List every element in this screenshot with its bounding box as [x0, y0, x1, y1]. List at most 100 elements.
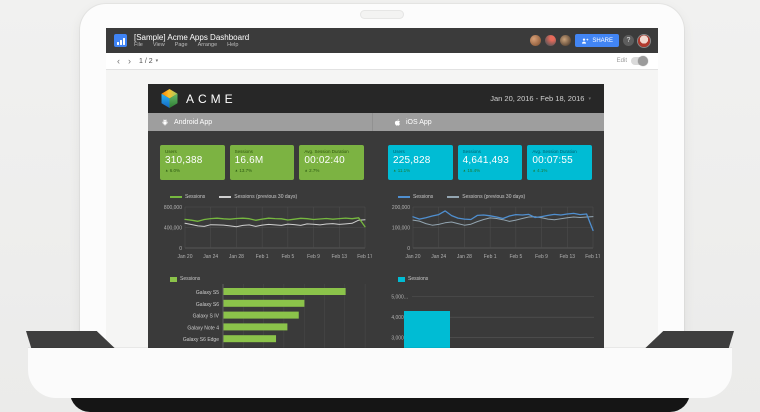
scorecard-ios-avg-session: Avg. Session Duration 00:07:55 ▲ 4.1% [527, 145, 593, 180]
scorecard-delta: ▲ 11.1% [393, 168, 411, 173]
ios-sessions-line-chart: 200,000 100,000 0 Jan 20 Jan 24 Jan 28 Feb 1 Fe… [392, 205, 600, 260]
ios-app-header: iOS App [372, 113, 604, 131]
laptop-screen: [Sample] Acme Apps Dashboard File View P… [106, 28, 658, 352]
arrow-up-icon: ▲ [532, 168, 536, 173]
legend-item: Sessions (previous 30 days) [447, 194, 525, 200]
scorecard-value: 4,641,493 [462, 155, 509, 166]
android-app-header: Android App [148, 113, 372, 131]
legend-swatch [398, 276, 405, 282]
android-column: Users 310,388 ▲ 6.0% Sessions 16.6M ▲ 13… [160, 145, 372, 352]
android-line-legend: Sessions Sessions (previous 30 days) [170, 194, 364, 200]
legend-label: Sessions [185, 194, 206, 200]
scorecard-label: Avg. Session Duration [532, 149, 577, 154]
svg-text:800,000: 800,000 [164, 205, 182, 211]
title-block: [Sample] Acme Apps Dashboard File View P… [134, 33, 523, 49]
svg-text:Galaxy S IV: Galaxy S IV [193, 314, 220, 320]
scorecard-label: Sessions [462, 149, 481, 154]
edit-label: Edit [616, 58, 627, 64]
scorecard-value: 00:07:55 [532, 155, 573, 166]
svg-text:Feb 17: Feb 17 [585, 254, 600, 260]
svg-text:0: 0 [407, 246, 410, 252]
svg-text:400,000: 400,000 [164, 226, 182, 232]
android-robot-icon [162, 118, 168, 125]
app-top-bar: [Sample] Acme Apps Dashboard File View P… [106, 28, 658, 53]
scorecard-android-sessions: Sessions 16.6M ▲ 13.7% [229, 145, 295, 180]
acme-cube-icon [161, 89, 178, 108]
menu-bar: File View Page Arrange Help [134, 42, 523, 49]
scorecard-delta: ▲ 4.1% [532, 168, 548, 173]
android-bar-legend: Sessions [170, 276, 364, 282]
svg-text:Feb 13: Feb 13 [559, 254, 575, 260]
svg-text:Feb 1: Feb 1 [484, 254, 497, 260]
app-section-row: Android App iOS App [148, 113, 604, 131]
scorecard-ios-users: Users 225,828 ▲ 11.1% [388, 145, 453, 180]
svg-text:Feb 9: Feb 9 [535, 254, 548, 260]
ios-app-label: iOS App [406, 118, 432, 126]
share-label: SHARE [592, 37, 613, 44]
data-studio-bar-chart-icon[interactable] [114, 34, 127, 47]
document-title: [Sample] Acme Apps Dashboard [134, 32, 250, 42]
collaborator-avatar[interactable] [530, 35, 542, 46]
caret-down-icon[interactable]: ▾ [155, 58, 159, 64]
arrow-up-icon: ▲ [462, 168, 467, 173]
scorecard-delta: ▲ 2.7% [304, 168, 320, 173]
legend-label: Sessions (previous 30 days) [234, 194, 298, 200]
edit-toggle[interactable] [631, 56, 648, 66]
ios-line-legend: Sessions Sessions (previous 30 days) [398, 194, 592, 200]
scorecard-value: 225,828 [393, 155, 431, 166]
profile-avatar[interactable] [638, 34, 650, 47]
scorecard-delta: ▲ 13.7% [234, 168, 253, 173]
legend-label: Sessions (previous 30 days) [462, 194, 526, 200]
svg-text:Feb 9: Feb 9 [307, 254, 320, 260]
scorecard-value: 00:02:40 [304, 155, 345, 166]
date-range-selector[interactable]: Jan 20, 2016 - Feb 18, 2016 ▾ [490, 94, 591, 103]
svg-text:Galaxy S6 Edge: Galaxy S6 Edge [183, 337, 219, 343]
ios-sessions-bar-chart: 5,000... 4,000... 3,000... [391, 295, 594, 352]
menu-item-help[interactable]: Help [227, 41, 239, 48]
legend-swatch [219, 196, 232, 198]
legend-label: Sessions [413, 194, 434, 200]
svg-text:Jan 24: Jan 24 [431, 254, 446, 260]
svg-text:Galaxy S6: Galaxy S6 [196, 302, 219, 308]
legend-item: Sessions [398, 276, 428, 282]
collaborator-avatar[interactable] [560, 35, 572, 46]
legend-label: Sessions [408, 276, 429, 282]
android-scorecards: Users 310,388 ▲ 6.0% Sessions 16.6M ▲ 13… [160, 145, 365, 180]
scorecard-delta: ▲ 6.0% [165, 168, 180, 173]
svg-text:Jan 24: Jan 24 [203, 254, 218, 260]
question-mark-icon: ? [626, 37, 631, 44]
collaborator-avatar[interactable] [545, 35, 557, 46]
android-app-label: Android App [174, 118, 213, 126]
menu-item-view[interactable]: View [152, 41, 165, 48]
scorecard-value: 310,388 [165, 155, 203, 166]
svg-text:Feb 1: Feb 1 [256, 254, 269, 260]
menu-item-file[interactable]: File [134, 41, 143, 48]
legend-item: Sessions [398, 194, 433, 200]
report-page: ACME Jan 20, 2016 - Feb 18, 2016 ▾ [106, 84, 658, 352]
svg-text:0: 0 [179, 246, 182, 252]
chevron-right-icon[interactable]: › [128, 55, 131, 66]
caret-down-icon: ▾ [588, 95, 591, 102]
legend-swatch [170, 276, 177, 282]
scorecard-label: Sessions [234, 149, 253, 154]
scorecard-android-avg-session: Avg. Session Duration 00:02:40 ▲ 2.7% [299, 145, 365, 180]
scorecard-ios-sessions: Sessions 4,641,493 ▲ 15.4% [457, 145, 523, 180]
person-add-icon [582, 38, 589, 44]
page-indicator[interactable]: 1 / 2 [139, 57, 153, 65]
help-button[interactable]: ? [623, 35, 634, 46]
arrow-up-icon: ▲ [165, 168, 169, 173]
svg-text:4,000...: 4,000... [391, 315, 408, 321]
svg-text:Feb 5: Feb 5 [509, 254, 522, 260]
arrow-up-icon: ▲ [234, 168, 239, 173]
menu-item-page[interactable]: Page [174, 41, 188, 48]
chevron-left-icon[interactable]: ‹ [117, 55, 120, 66]
scorecard-label: Users [165, 149, 177, 154]
android-devices-bar-chart: Galaxy S5 Galaxy S6 Galaxy S IV Galaxy Note… [183, 284, 366, 352]
share-button[interactable]: SHARE [575, 34, 619, 47]
android-sessions-line-chart: 800,000 400,000 0 Jan 20 Jan 24 Jan 28 Feb 1 Fe… [164, 205, 372, 260]
menu-item-arrange[interactable]: Arrange [197, 41, 218, 48]
svg-text:Jan 20: Jan 20 [405, 254, 420, 260]
svg-text:100,000: 100,000 [392, 226, 410, 232]
svg-text:Feb 13: Feb 13 [331, 254, 347, 260]
report-nav-bar: ‹ › 1 / 2 ▾ Edit [106, 53, 658, 70]
